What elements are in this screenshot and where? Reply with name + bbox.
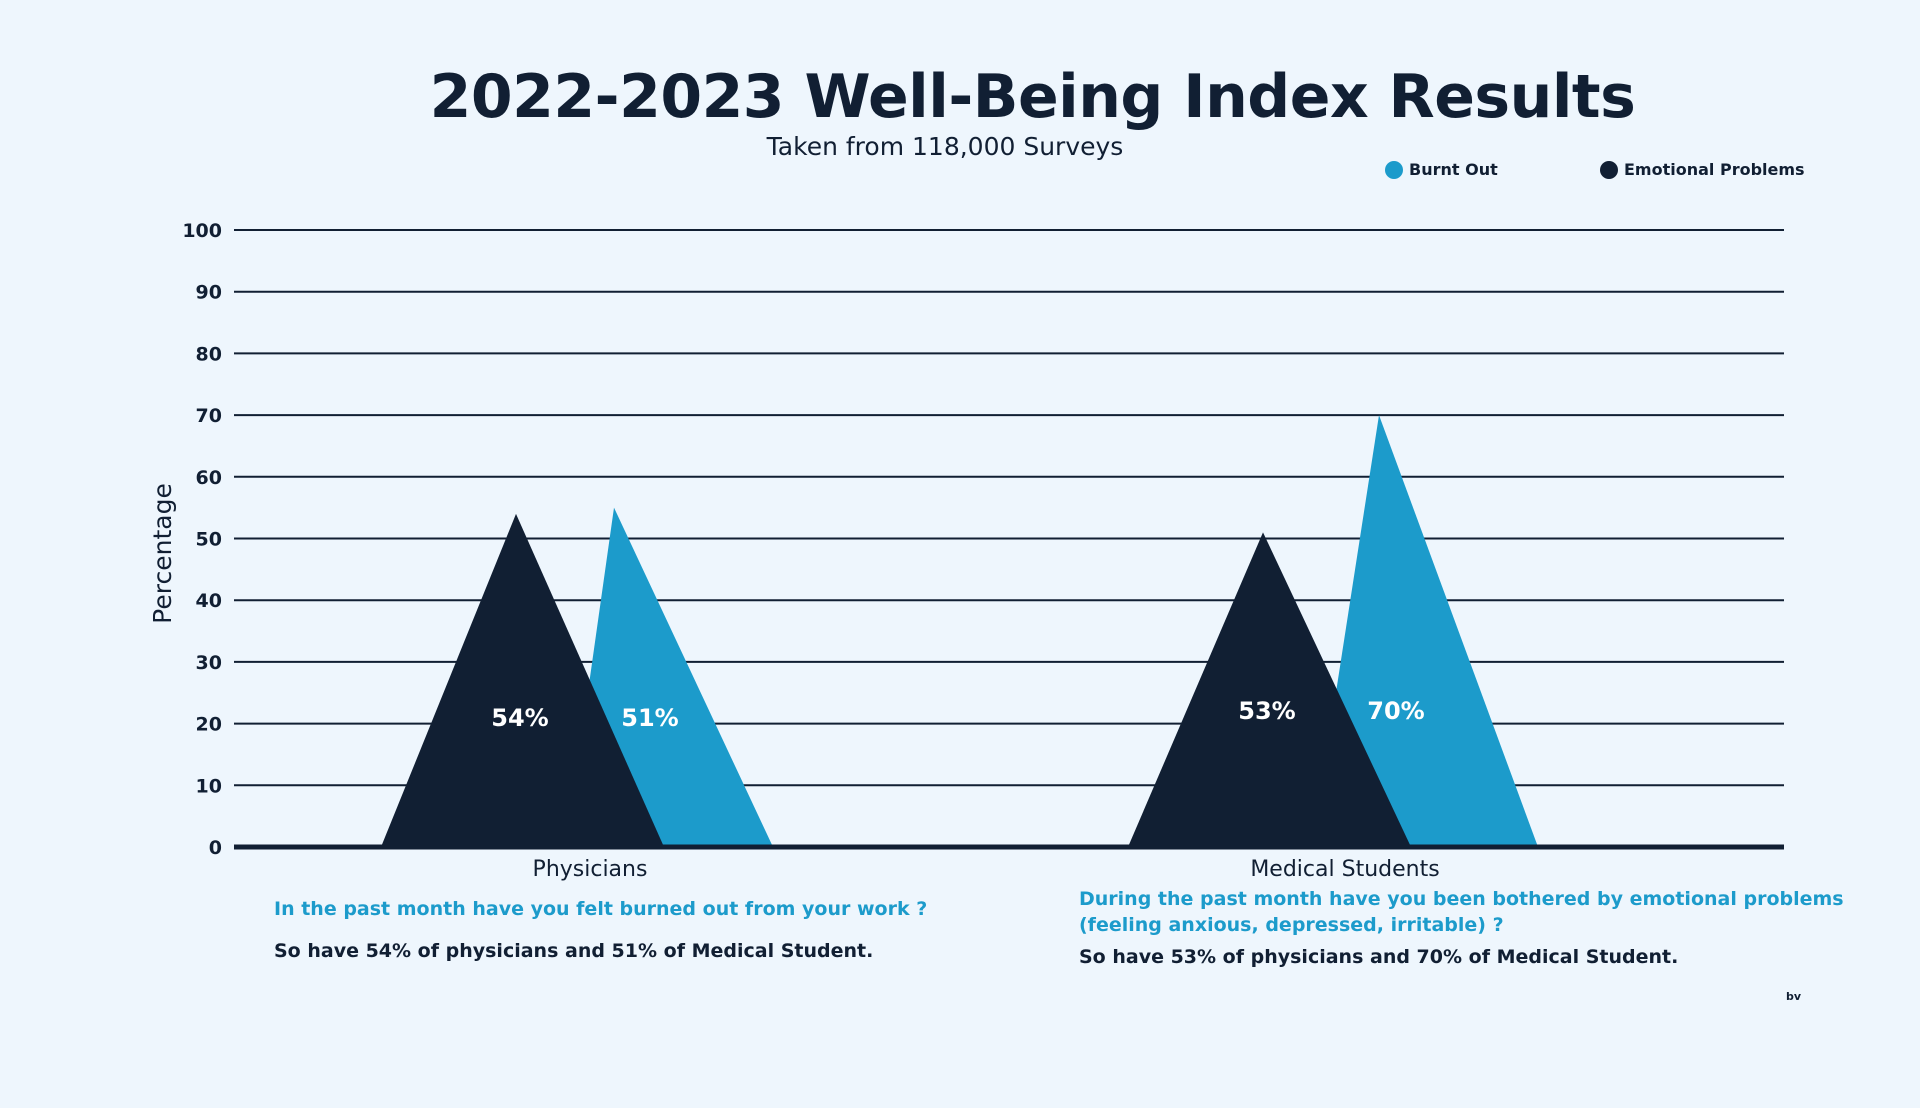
legend-label-emotional-problems: Emotional Problems: [1624, 160, 1805, 179]
y-tick-label-30: 30: [196, 652, 222, 674]
x-category-label-1: Medical Students: [1250, 857, 1439, 882]
note-physicians: In the past month have you felt burned o…: [274, 896, 927, 964]
credit-mark: bv: [1786, 990, 1802, 1003]
y-tick-label-10: 10: [196, 775, 222, 797]
data-label-0: 54%: [491, 704, 548, 732]
y-tick-label-100: 100: [182, 220, 222, 242]
y-axis-title: Percentage: [148, 483, 177, 624]
note-question-burnout: In the past month have you felt burned o…: [274, 898, 928, 920]
y-tick-label-40: 40: [196, 590, 222, 612]
data-label-2: 53%: [1238, 697, 1295, 725]
y-tick-label-0: 0: [209, 837, 222, 859]
triangle-mark-0: [381, 513, 664, 847]
note-answer-burnout: So have 54% of physicians and 51% of Med…: [274, 940, 874, 962]
note-answer-emotional: So have 53% of physicians and 70% of Med…: [1079, 946, 1679, 968]
x-category-label-0: Physicians: [533, 857, 648, 882]
y-tick-label-90: 90: [196, 282, 222, 304]
triangle-mark-2: [1128, 532, 1411, 847]
legend-swatch-burnt-out: [1385, 160, 1403, 179]
chart-title: 2022-2023 Well-Being Index Results: [429, 62, 1636, 132]
legend-item-burnt-out: Burnt Out: [1385, 160, 1498, 179]
chart-subtitle: Taken from 118,000 Surveys: [766, 132, 1124, 161]
legend-swatch-emotional-problems: [1600, 160, 1618, 179]
y-tick-label-80: 80: [196, 343, 222, 365]
note-question-emotional-line1: During the past month have you been both…: [1079, 888, 1844, 910]
triangle-mark-3: [1312, 415, 1538, 847]
data-label-3: 70%: [1367, 697, 1424, 725]
y-tick-label-20: 20: [196, 714, 222, 736]
legend-label-burnt-out: Burnt Out: [1409, 160, 1498, 179]
legend-item-emotional-problems: Emotional Problems: [1600, 160, 1805, 179]
note-question-emotional-line2: (feeling anxious, depressed, irritable) …: [1079, 914, 1504, 936]
y-tick-label-70: 70: [196, 405, 222, 427]
y-tick-label-50: 50: [196, 529, 222, 551]
data-label-1: 51%: [621, 704, 678, 732]
y-tick-label-60: 60: [196, 467, 222, 489]
note-medical-students: During the past month have you been both…: [1079, 886, 1844, 970]
